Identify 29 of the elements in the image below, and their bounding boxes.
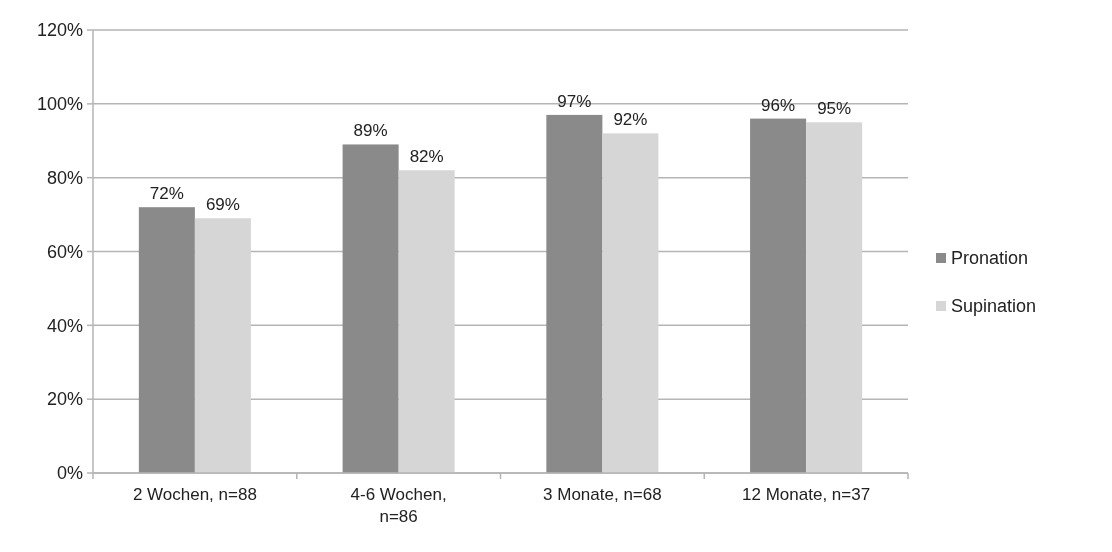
y-tick-label: 80% (46, 167, 83, 188)
y-tick-label: 0% (56, 463, 83, 484)
x-tick-label: 12 Monate, n=37 (742, 485, 871, 504)
data-label: 89% (353, 121, 388, 141)
legend-label: Supination (951, 296, 1037, 317)
data-label: 72% (149, 184, 184, 204)
bar (602, 133, 659, 473)
y-tick-label: 60% (46, 241, 83, 262)
bar (806, 122, 863, 473)
y-tick-label: 20% (46, 389, 83, 410)
x-tick-label: 3 Monate, n=68 (543, 485, 662, 504)
y-tick-label: 40% (46, 315, 83, 336)
y-tick-label: 120% (36, 20, 83, 41)
data-label: 97% (557, 91, 592, 111)
y-tick-label: 100% (36, 94, 83, 115)
legend-label: Pronation (951, 248, 1029, 269)
x-tick-label: 2 Wochen, n=88 (132, 485, 257, 504)
bar (194, 218, 251, 473)
bar (546, 114, 603, 473)
data-label: 82% (409, 147, 444, 167)
bar (138, 207, 195, 473)
data-label: 96% (761, 95, 796, 115)
bar (750, 118, 807, 473)
data-label: 95% (817, 99, 852, 119)
data-label: 69% (205, 195, 240, 215)
x-tick-label: 4-6 Wochen, n=86 (350, 485, 447, 526)
data-label: 92% (613, 110, 648, 130)
bar (398, 170, 455, 473)
bar (342, 144, 399, 473)
